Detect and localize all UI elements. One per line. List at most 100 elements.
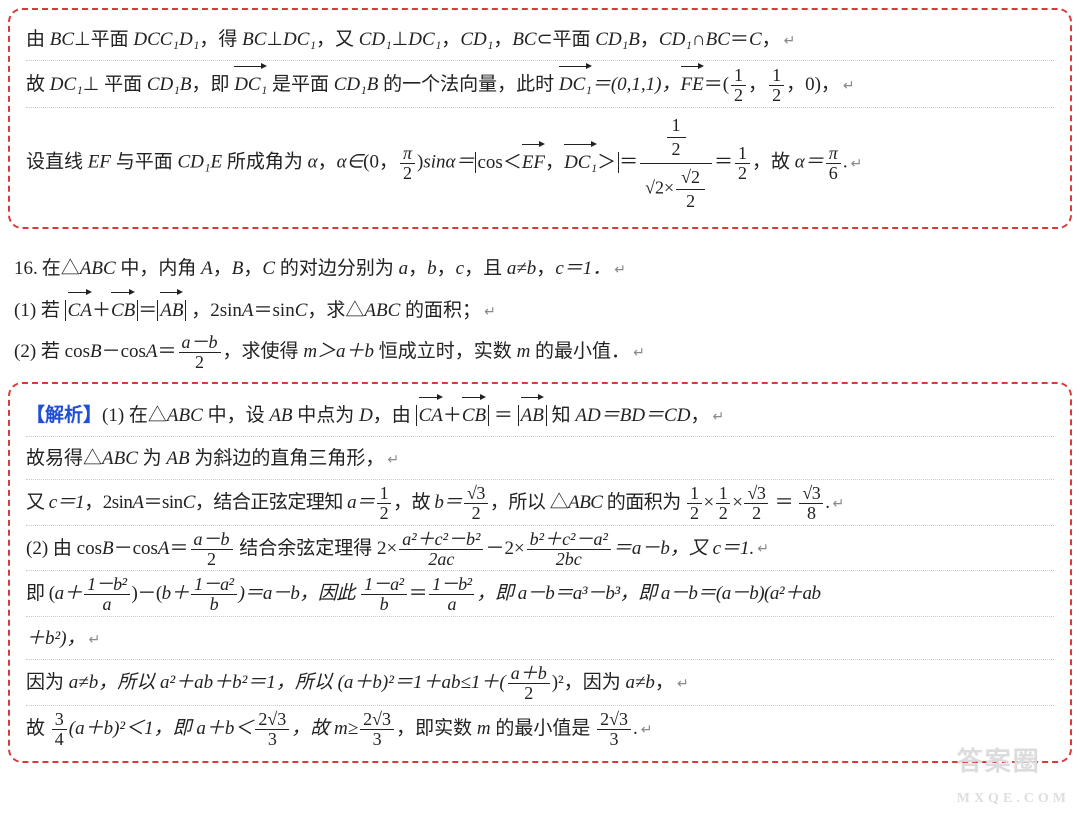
- num: 2√3: [255, 710, 289, 729]
- fraction: 1－b²a: [429, 575, 474, 614]
- fraction: a²＋c²－b²2ac: [399, 530, 483, 569]
- fraction: 1－a²b: [361, 575, 406, 614]
- text: 结合余弦定理得 2×: [235, 537, 398, 558]
- text: 的对边分别为: [275, 258, 399, 279]
- den: 2: [508, 683, 550, 703]
- num: 1－b²: [84, 575, 129, 594]
- den: a: [429, 594, 474, 614]
- text: ，且: [464, 258, 507, 279]
- num: 3: [52, 710, 67, 729]
- var: A: [146, 341, 158, 362]
- fraction: 12: [667, 114, 686, 161]
- text: .: [843, 152, 848, 173]
- var: ABC: [364, 300, 400, 321]
- return-icon: ↵: [387, 453, 399, 468]
- text: 因为: [26, 672, 69, 693]
- text: ×: [704, 492, 714, 513]
- text: cos＜: [478, 152, 522, 173]
- text: 故: [26, 718, 50, 739]
- text: 的最小值．: [530, 341, 630, 362]
- num: √3: [464, 484, 488, 503]
- fraction: 12: [769, 66, 784, 105]
- num: √3: [744, 484, 768, 503]
- text: ，故: [393, 492, 434, 513]
- text: ＝: [170, 537, 189, 558]
- text: ，2sin: [186, 300, 241, 321]
- var: DC₁: [283, 29, 316, 50]
- fraction: √22: [676, 166, 705, 213]
- problem-16: 16.在△ABC 中，内角 A，B，C 的对边分别为 a，b，c，且 a≠b，c…: [8, 243, 1072, 376]
- fraction: a－b2: [179, 333, 221, 372]
- sol-line-6: ＋b²)，↵: [26, 616, 1054, 659]
- text: ，: [536, 258, 555, 279]
- return-icon: ↵: [712, 410, 724, 425]
- den: 4: [52, 729, 67, 749]
- var: C: [262, 258, 275, 279]
- var: a≠b: [69, 672, 98, 693]
- text: ，: [243, 258, 262, 279]
- var: B: [90, 341, 102, 362]
- num: a－b: [179, 333, 221, 352]
- text: (2) 由 cos: [26, 537, 102, 558]
- text: sinα＝: [423, 152, 474, 173]
- return-icon: ↵: [641, 723, 653, 738]
- num: √2: [676, 166, 705, 189]
- den: 2: [769, 85, 784, 105]
- den: 2: [667, 137, 686, 161]
- var: CD₁: [659, 29, 692, 50]
- text: ＋: [443, 405, 462, 426]
- num: 2√3: [360, 710, 394, 729]
- var: m＞a＋b: [303, 341, 374, 362]
- var: DCC₁D₁: [133, 29, 199, 50]
- text: ＝(: [704, 74, 729, 95]
- fraction: 12: [735, 144, 750, 183]
- text: ＋: [92, 300, 111, 321]
- var: D: [359, 405, 373, 426]
- text: ＝: [138, 300, 157, 321]
- var: CD₁B: [334, 74, 379, 95]
- vector-CA: CA: [419, 396, 443, 434]
- den: 2: [687, 503, 702, 523]
- fraction: b²＋c²－a²2bc: [527, 530, 611, 569]
- text: ，得: [199, 29, 242, 50]
- num: a－b: [191, 530, 233, 549]
- text: ，: [762, 29, 781, 50]
- var: C: [749, 29, 762, 50]
- return-icon: ↵: [484, 305, 496, 320]
- var: BC: [50, 29, 74, 50]
- fraction: 2√33: [360, 710, 394, 749]
- text: ＝sin: [254, 300, 295, 321]
- text: )²，因为: [552, 672, 626, 693]
- text: 又: [26, 492, 49, 513]
- den: 2: [191, 549, 233, 569]
- num: a＋b: [508, 664, 550, 683]
- text: 与平面: [111, 152, 178, 173]
- text: ，: [545, 152, 564, 173]
- fraction: 1－a²b: [191, 575, 236, 614]
- text: )＝a－b，因此: [239, 583, 360, 604]
- abs: cos＜EF，DC₁＞: [475, 152, 620, 173]
- vector-CA: CA: [68, 291, 92, 329]
- text: ，: [408, 258, 427, 279]
- den: 3: [597, 729, 631, 749]
- den: 2: [731, 85, 746, 105]
- text: 是平面: [267, 74, 334, 95]
- text: －cos: [102, 341, 146, 362]
- text: ∩: [692, 29, 706, 50]
- text: ＝: [158, 341, 177, 362]
- vector-EF: EF: [522, 143, 545, 181]
- num: 12: [640, 112, 712, 163]
- vector-AB: AB: [521, 396, 544, 434]
- var: a≠b: [625, 672, 654, 693]
- text: 即 (: [26, 583, 55, 604]
- text: 为: [138, 448, 167, 469]
- return-icon: ↵: [677, 677, 689, 692]
- abs: CA＋CB: [416, 405, 490, 426]
- num: 1: [687, 484, 702, 503]
- text: 为斜边的直角三角形，: [190, 448, 385, 469]
- text: ，: [655, 672, 674, 693]
- text: ，结合正弦定理知: [195, 492, 347, 513]
- text: ，即实数: [396, 718, 477, 739]
- text: ＝: [409, 583, 428, 604]
- num: 1: [377, 484, 392, 503]
